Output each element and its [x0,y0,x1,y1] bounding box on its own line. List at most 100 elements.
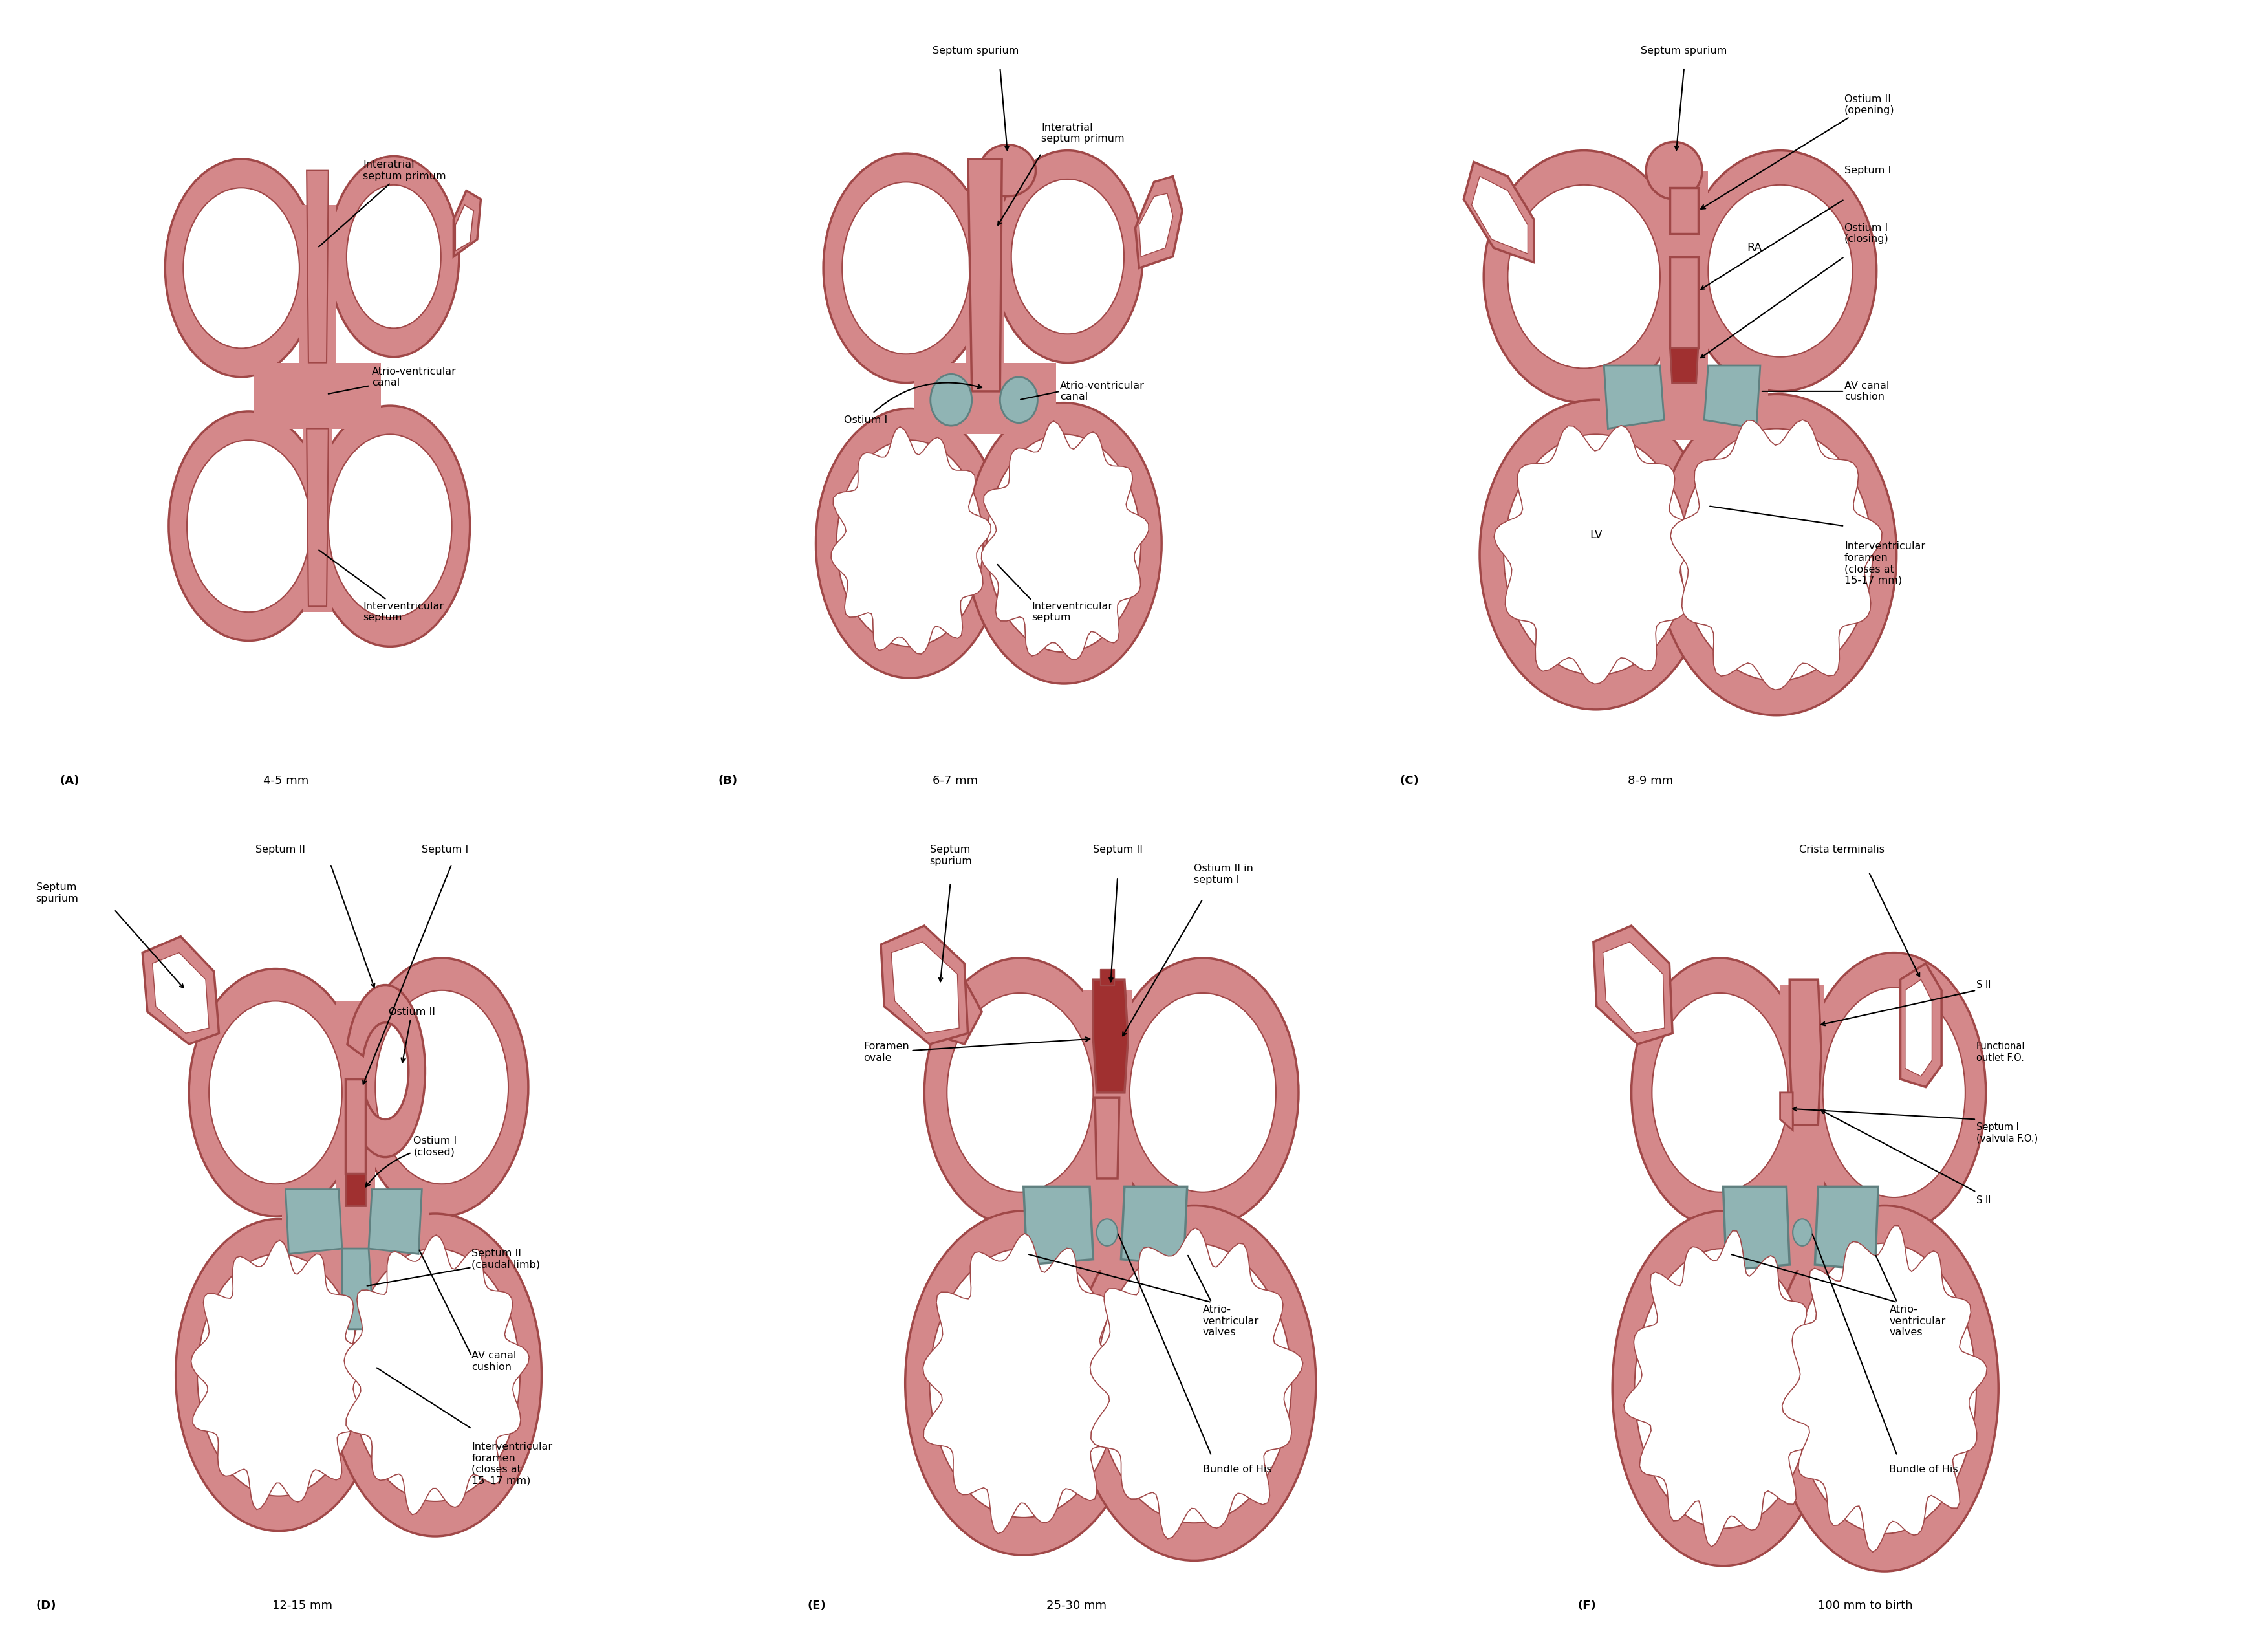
Polygon shape [1724,1186,1789,1270]
Text: 25-30 mm: 25-30 mm [1046,1599,1107,1612]
Ellipse shape [1792,1219,1812,1245]
Polygon shape [1095,1099,1120,1179]
Text: (C): (C) [1399,776,1420,787]
Ellipse shape [980,145,1036,196]
Text: Septum II: Septum II [256,845,306,855]
Polygon shape [152,952,209,1033]
Polygon shape [159,968,209,1028]
Ellipse shape [1647,142,1703,199]
Ellipse shape [948,993,1093,1192]
Polygon shape [1136,176,1182,268]
Polygon shape [336,1001,374,1206]
Polygon shape [1495,425,1699,684]
Polygon shape [1672,420,1882,690]
Ellipse shape [168,412,329,641]
Polygon shape [1082,990,1132,1206]
Polygon shape [345,1079,365,1173]
Text: LV: LV [1590,529,1601,540]
Text: Crista terminalis: Crista terminalis [1799,845,1885,855]
Polygon shape [254,362,381,428]
Polygon shape [912,952,982,1044]
Polygon shape [1139,193,1173,257]
Ellipse shape [1613,1211,1835,1566]
Text: S II: S II [1975,980,1991,990]
Text: Atrio-
ventricular
valves: Atrio- ventricular valves [1889,1304,1946,1337]
Ellipse shape [186,440,311,613]
Ellipse shape [1681,428,1873,680]
Ellipse shape [1098,1219,1118,1245]
Polygon shape [1905,980,1932,1077]
Polygon shape [456,204,474,250]
Ellipse shape [1656,394,1896,715]
Polygon shape [1901,963,1941,1087]
Polygon shape [342,1248,372,1329]
Text: S II: S II [1975,1196,1991,1206]
Polygon shape [891,942,959,1033]
Polygon shape [1669,348,1699,382]
Ellipse shape [1107,959,1300,1227]
Ellipse shape [816,408,1005,679]
Ellipse shape [841,183,971,354]
Polygon shape [1726,1194,1878,1270]
Ellipse shape [329,1214,542,1537]
Text: Interventricular
foramen
(closes at
15-17 mm): Interventricular foramen (closes at 15-1… [1844,542,1926,585]
Polygon shape [306,428,329,606]
Polygon shape [830,427,991,654]
Text: Ostium I: Ostium I [844,382,982,425]
Ellipse shape [823,153,989,382]
Polygon shape [1660,171,1708,382]
Polygon shape [1669,188,1699,234]
Text: (B): (B) [719,776,737,787]
Polygon shape [1599,371,1769,440]
Polygon shape [1780,985,1823,1206]
Polygon shape [923,1234,1129,1533]
Polygon shape [1472,176,1529,254]
Polygon shape [347,985,424,1158]
Polygon shape [966,191,1005,377]
Ellipse shape [184,188,299,348]
Ellipse shape [905,1211,1141,1555]
Ellipse shape [1508,184,1660,369]
Text: Septum I: Septum I [1844,166,1892,176]
Polygon shape [454,191,481,257]
Text: Septum spurium: Septum spurium [932,46,1018,56]
Text: 6-7 mm: 6-7 mm [932,776,978,787]
Ellipse shape [188,968,363,1215]
Ellipse shape [1792,1243,1975,1533]
Ellipse shape [347,184,440,328]
Ellipse shape [166,160,318,377]
Text: RA: RA [1746,242,1762,254]
Ellipse shape [197,1253,361,1495]
Polygon shape [1594,926,1672,1044]
Text: Bundle of His: Bundle of His [1889,1464,1957,1474]
Text: AV canal
cushion: AV canal cushion [472,1351,517,1372]
Text: Ostium II in
septum I: Ostium II in septum I [1195,863,1254,884]
Ellipse shape [925,959,1116,1227]
Ellipse shape [1012,180,1125,334]
Polygon shape [370,1189,422,1253]
Ellipse shape [1651,993,1787,1192]
Text: AV canal
cushion: AV canal cushion [1844,380,1889,402]
Ellipse shape [1771,1206,1998,1571]
Polygon shape [1624,1230,1823,1547]
Polygon shape [1120,1186,1186,1265]
Polygon shape [1703,366,1760,428]
Text: Atrio-
ventricular
valves: Atrio- ventricular valves [1202,1304,1259,1337]
Ellipse shape [349,1248,519,1502]
Text: Ostium II: Ostium II [388,1006,435,1062]
Text: Septum I: Septum I [422,845,469,855]
Polygon shape [1027,1194,1186,1270]
Polygon shape [1783,1225,1987,1551]
Ellipse shape [1483,150,1685,404]
Text: Septum
spurium: Septum spurium [36,883,79,904]
Text: Septum
spurium: Septum spurium [930,845,971,866]
Polygon shape [306,171,329,362]
Polygon shape [880,926,968,1044]
Text: Septum II
(caudal limb): Septum II (caudal limb) [472,1248,540,1270]
Ellipse shape [930,1248,1118,1517]
Text: 4-5 mm: 4-5 mm [263,776,308,787]
Text: Interatrial
septum primum: Interatrial septum primum [320,160,447,247]
Text: Septum spurium: Septum spurium [1642,46,1728,56]
Text: Foramen
ovale: Foramen ovale [864,1038,1091,1062]
Ellipse shape [1823,988,1966,1197]
